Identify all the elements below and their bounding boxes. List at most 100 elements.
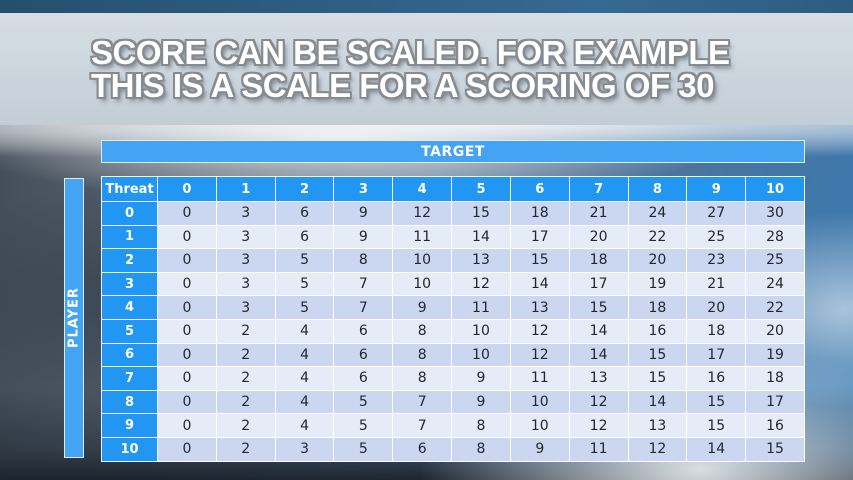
score-cell: 4 <box>274 366 335 391</box>
score-cell: 14 <box>568 342 629 368</box>
score-cell: 9 <box>451 389 511 415</box>
score-cell: 6 <box>333 318 394 344</box>
score-cell: 5 <box>333 436 394 462</box>
score-cell: 21 <box>686 271 747 297</box>
score-cell: 4 <box>274 389 335 415</box>
target-banner: TARGET <box>101 140 805 163</box>
threat-row-header: 6 <box>101 342 158 368</box>
score-cell: 8 <box>451 413 511 438</box>
threat-row-header: 5 <box>101 318 158 344</box>
score-cell: 18 <box>745 366 805 391</box>
score-cell: 10 <box>392 271 453 297</box>
column-header-row: Threat 0 1 2 3 4 5 6 7 8 9 10 <box>101 176 805 202</box>
score-cell: 12 <box>451 271 511 297</box>
threat-row-header: 3 <box>101 271 158 297</box>
score-row: 1 0 3 6 9 11 14 17 20 22 25 28 <box>101 224 805 250</box>
score-cell: 20 <box>745 318 805 344</box>
score-row: 7 0 2 4 6 8 9 11 13 15 16 18 <box>101 366 805 391</box>
target-column-header: 8 <box>627 176 688 202</box>
score-cell: 24 <box>627 201 688 226</box>
score-cell: 25 <box>686 224 747 250</box>
score-table-body: 0 0 3 6 9 12 15 18 21 24 27 30 1 0 3 6 9 11 14 17 20 22 25 28 2 0… <box>101 201 805 462</box>
score-cell: 0 <box>157 224 217 250</box>
score-cell: 10 <box>392 248 453 273</box>
score-cell: 11 <box>392 224 453 250</box>
score-cell: 22 <box>745 295 805 320</box>
score-cell: 11 <box>451 295 511 320</box>
score-cell: 9 <box>333 201 394 226</box>
score-cell: 13 <box>509 295 570 320</box>
slide-title-line2: THIS IS A SCALE FOR A SCORING OF 30 <box>91 67 715 104</box>
score-cell: 0 <box>157 295 217 320</box>
score-cell: 12 <box>509 318 570 344</box>
score-cell: 5 <box>274 295 335 320</box>
score-cell: 6 <box>333 342 394 368</box>
score-cell: 15 <box>627 342 688 368</box>
score-cell: 11 <box>509 366 570 391</box>
score-cell: 9 <box>392 295 453 320</box>
score-cell: 15 <box>509 248 570 273</box>
score-row: 5 0 2 4 6 8 10 12 14 16 18 20 <box>101 318 805 344</box>
score-row: 2 0 3 5 8 10 13 15 18 20 23 25 <box>101 248 805 273</box>
threat-row-header: 4 <box>101 295 158 320</box>
score-cell: 8 <box>392 342 453 368</box>
score-cell: 15 <box>745 436 805 462</box>
target-column-header: 6 <box>509 176 570 202</box>
score-cell: 14 <box>627 389 688 415</box>
threat-header-cell: Threat <box>101 176 158 202</box>
score-row: 3 0 3 5 7 10 12 14 17 19 21 24 <box>101 271 805 297</box>
score-cell: 17 <box>568 271 629 297</box>
score-cell: 5 <box>333 389 394 415</box>
score-cell: 0 <box>157 389 217 415</box>
score-cell: 18 <box>627 295 688 320</box>
score-cell: 3 <box>274 436 335 462</box>
threat-row-header: 2 <box>101 248 158 273</box>
score-cell: 15 <box>568 295 629 320</box>
score-cell: 28 <box>745 224 805 250</box>
score-cell: 2 <box>215 413 276 438</box>
score-cell: 10 <box>451 318 511 344</box>
score-cell: 0 <box>157 436 217 462</box>
score-cell: 12 <box>509 342 570 368</box>
sky-title-band <box>0 13 853 125</box>
score-cell: 10 <box>451 342 511 368</box>
threat-row-header: 10 <box>101 436 158 462</box>
score-cell: 9 <box>509 436 570 462</box>
score-row: 9 0 2 4 5 7 8 10 12 13 15 16 <box>101 413 805 438</box>
score-row: 0 0 3 6 9 12 15 18 21 24 27 30 <box>101 201 805 226</box>
score-cell: 18 <box>686 318 747 344</box>
score-cell: 3 <box>215 271 276 297</box>
score-cell: 13 <box>627 413 688 438</box>
score-cell: 5 <box>274 271 335 297</box>
sky-top-band <box>0 0 853 13</box>
target-column-header: 0 <box>157 176 217 202</box>
score-cell: 7 <box>392 389 453 415</box>
score-cell: 15 <box>686 389 747 415</box>
score-cell: 11 <box>568 436 629 462</box>
target-column-header: 9 <box>686 176 747 202</box>
target-column-header: 2 <box>274 176 335 202</box>
threat-row-header: 0 <box>101 201 158 226</box>
score-cell: 30 <box>745 201 805 226</box>
player-banner-label: PLAYER <box>66 287 82 349</box>
score-cell: 12 <box>627 436 688 462</box>
score-cell: 15 <box>627 366 688 391</box>
threat-row-header: 8 <box>101 389 158 415</box>
target-banner-label: TARGET <box>421 143 485 160</box>
score-cell: 13 <box>451 248 511 273</box>
threat-row-header: 7 <box>101 366 158 391</box>
threat-row-header: 1 <box>101 224 158 250</box>
score-cell: 12 <box>568 413 629 438</box>
score-cell: 8 <box>392 366 453 391</box>
score-cell: 8 <box>392 318 453 344</box>
score-cell: 17 <box>686 342 747 368</box>
score-cell: 2 <box>215 366 276 391</box>
score-cell: 6 <box>392 436 453 462</box>
score-cell: 7 <box>333 295 394 320</box>
score-cell: 3 <box>215 295 276 320</box>
score-cell: 6 <box>274 224 335 250</box>
score-row: 10 0 2 3 5 6 8 9 11 12 14 15 <box>101 436 805 462</box>
target-column-header: 10 <box>745 176 805 202</box>
score-cell: 18 <box>509 201 570 226</box>
target-column-header: 5 <box>451 176 511 202</box>
